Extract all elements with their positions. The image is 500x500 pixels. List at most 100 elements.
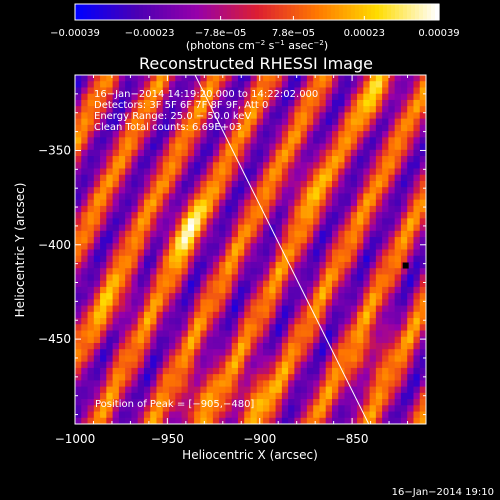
heatmap-cell — [300, 355, 308, 363]
heatmap-cell — [400, 293, 408, 300]
heatmap-cell — [231, 218, 239, 226]
heatmap-cell — [150, 99, 157, 107]
heatmap-cell — [363, 286, 371, 294]
heatmap-cell — [118, 380, 126, 388]
heatmap-cell — [156, 380, 164, 388]
heatmap-cell — [81, 405, 89, 413]
heatmap-cell — [156, 399, 164, 406]
heatmap-cell — [407, 342, 414, 350]
heatmap-cell — [331, 268, 339, 275]
heatmap-cell — [194, 330, 201, 338]
heatmap-cell — [237, 168, 245, 176]
heatmap-cell — [187, 311, 195, 319]
heatmap-cell — [75, 361, 82, 369]
heatmap-cell — [325, 205, 333, 213]
heatmap-cell — [306, 212, 314, 219]
heatmap-cell — [131, 286, 139, 294]
heatmap-cell — [338, 224, 346, 232]
heatmap-cell — [93, 237, 101, 244]
heatmap-cell — [382, 255, 389, 263]
heatmap-cell — [313, 243, 320, 250]
heatmap-cell — [375, 374, 383, 381]
heatmap-cell — [382, 392, 389, 400]
colorbar-cell — [407, 4, 412, 20]
heatmap-cell — [281, 93, 289, 101]
heatmap-cell — [294, 399, 302, 406]
heatmap-cell — [288, 280, 295, 288]
heatmap-cell — [81, 417, 89, 424]
heatmap-cell — [100, 311, 107, 319]
heatmap-cell — [357, 367, 364, 375]
heatmap-cell — [143, 106, 151, 113]
colorbar-cell — [343, 4, 348, 20]
heatmap-cell — [125, 112, 132, 120]
heatmap-cell — [112, 336, 120, 344]
heatmap-cell — [394, 411, 402, 419]
heatmap-cell — [319, 218, 327, 226]
heatmap-cell — [263, 286, 270, 294]
heatmap-cell — [413, 361, 421, 369]
heatmap-cell — [187, 255, 195, 263]
heatmap-cell — [194, 405, 201, 413]
heatmap-cell — [394, 81, 402, 88]
heatmap-cell — [400, 280, 408, 288]
heatmap-cell — [131, 137, 139, 145]
heatmap-cell — [269, 149, 277, 157]
heatmap-cell — [81, 124, 89, 132]
heatmap-cell — [263, 392, 270, 400]
colorbar-cell — [175, 4, 180, 20]
heatmap-cell — [106, 118, 114, 126]
heatmap-cell — [394, 174, 402, 182]
heatmap-cell — [162, 349, 170, 356]
heatmap-cell — [143, 374, 151, 381]
heatmap-cell — [263, 193, 270, 201]
heatmap-cell — [319, 417, 327, 424]
heatmap-cell — [175, 87, 183, 95]
heatmap-cell — [388, 411, 396, 419]
heatmap-cell — [131, 330, 139, 338]
heatmap-cell — [106, 293, 114, 300]
heatmap-cell — [100, 336, 107, 344]
heatmap-cell — [413, 374, 421, 381]
heatmap-cell — [206, 349, 214, 356]
heatmap-cell — [125, 330, 132, 338]
heatmap-cell — [250, 255, 258, 263]
heatmap-cell — [212, 174, 220, 182]
heatmap-cell — [81, 87, 89, 95]
heatmap-cell — [413, 137, 421, 145]
heatmap-cell — [369, 224, 377, 232]
heatmap-cell — [419, 405, 426, 413]
heatmap-cell — [413, 106, 421, 113]
heatmap-cell — [118, 417, 126, 424]
heatmap-cell — [363, 199, 371, 207]
heatmap-cell — [269, 417, 277, 424]
colorbar-cell — [303, 4, 308, 20]
heatmap-cell — [369, 299, 377, 307]
heatmap-cell — [382, 299, 389, 307]
heatmap-cell — [331, 187, 339, 194]
heatmap-cell — [75, 156, 82, 163]
heatmap-cell — [200, 330, 208, 338]
heatmap-cell — [112, 392, 120, 400]
heatmap-cell — [231, 293, 239, 300]
heatmap-cell — [219, 324, 226, 332]
heatmap-cell — [150, 330, 157, 338]
heatmap-cell — [344, 75, 352, 82]
heatmap-cell — [400, 355, 408, 363]
heatmap-cell — [162, 243, 170, 250]
heatmap-cell — [319, 274, 327, 282]
heatmap-cell — [175, 118, 183, 126]
heatmap-cell — [125, 336, 132, 344]
heatmap-cell — [281, 336, 289, 344]
heatmap-cell — [131, 355, 139, 363]
heatmap-cell — [162, 112, 170, 120]
heatmap-cell — [81, 199, 89, 207]
heatmap-cell — [75, 342, 82, 350]
heatmap-cell — [419, 243, 426, 250]
heatmap-cell — [175, 180, 183, 188]
heatmap-cell — [375, 361, 383, 369]
heatmap-cell — [382, 355, 389, 363]
heatmap-cell — [288, 361, 295, 369]
heatmap-cell — [244, 311, 251, 319]
heatmap-cell — [231, 268, 239, 275]
